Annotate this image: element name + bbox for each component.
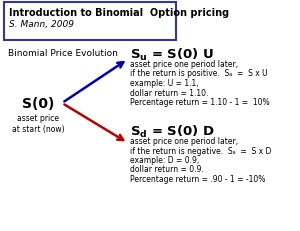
Text: asset price one period later,: asset price one period later, (130, 137, 238, 145)
Text: Binomial Price Evolution: Binomial Price Evolution (8, 49, 118, 58)
Text: if the return is positive.  Sₐ  =  S x U: if the return is positive. Sₐ = S x U (130, 69, 268, 78)
FancyBboxPatch shape (4, 3, 176, 41)
Text: example: U = 1.1,: example: U = 1.1, (130, 79, 199, 88)
Text: S(0): S(0) (22, 97, 54, 110)
Text: asset price one period later,: asset price one period later, (130, 60, 238, 69)
Text: dollar return = 0.9.: dollar return = 0.9. (130, 165, 204, 174)
Text: Percentage return = 1.10 - 1 =  10%: Percentage return = 1.10 - 1 = 10% (130, 97, 270, 106)
Text: dollar return = 1.10.: dollar return = 1.10. (130, 88, 208, 97)
Text: S. Mann, 2009: S. Mann, 2009 (9, 20, 74, 29)
Text: asset price
at start (now): asset price at start (now) (12, 113, 64, 134)
Text: Introduction to Binomial  Option pricing: Introduction to Binomial Option pricing (9, 8, 229, 18)
Text: $\mathbf{S_d}$ = S(0) D: $\mathbf{S_d}$ = S(0) D (130, 123, 215, 140)
Text: example: D = 0.9,: example: D = 0.9, (130, 155, 199, 164)
Text: $\mathbf{S_u}$ = S(0) U: $\mathbf{S_u}$ = S(0) U (130, 47, 214, 63)
Text: if the return is negative.  Sₐ  =  S x D: if the return is negative. Sₐ = S x D (130, 146, 272, 155)
Text: Percentage return = .90 - 1 = -10%: Percentage return = .90 - 1 = -10% (130, 174, 266, 183)
